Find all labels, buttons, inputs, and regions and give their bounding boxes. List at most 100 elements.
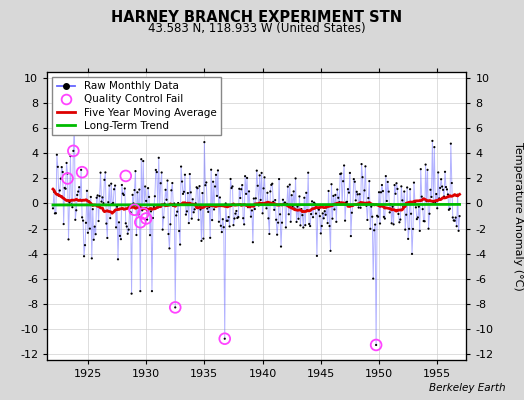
Point (221, 336, 229, 342)
Point (208, 217, 216, 223)
Point (412, 204, 420, 210)
Point (97, 198, 106, 205)
Point (175, 228, 183, 234)
Point (308, 198, 316, 204)
Point (367, 204, 376, 210)
Point (63, 170, 72, 177)
Point (238, 182, 246, 188)
Point (202, 179, 211, 186)
Text: 43.583 N, 118.933 W (United States): 43.583 N, 118.933 W (United States) (148, 22, 366, 35)
Point (248, 207, 256, 214)
Point (292, 219, 301, 225)
Point (163, 177, 172, 184)
Point (411, 199, 419, 205)
Point (134, 211, 143, 217)
Point (82, 220, 90, 226)
Point (326, 248, 335, 254)
Point (263, 190, 271, 196)
Point (371, 221, 379, 228)
Point (72, 207, 81, 214)
Point (174, 200, 182, 206)
Point (158, 169, 166, 176)
Point (226, 176, 235, 182)
Point (366, 226, 375, 232)
Point (261, 201, 270, 208)
Point (193, 185, 202, 191)
Point (258, 210, 267, 216)
Point (319, 210, 327, 216)
Point (384, 179, 392, 185)
Point (271, 197, 279, 203)
Point (442, 184, 450, 190)
Point (307, 211, 315, 217)
Point (197, 238, 205, 244)
Point (236, 195, 245, 201)
Point (201, 182, 210, 188)
Point (300, 194, 309, 201)
Point (162, 196, 171, 203)
Point (270, 207, 278, 213)
Point (362, 202, 370, 209)
Point (333, 186, 342, 193)
Point (243, 175, 251, 181)
Point (440, 193, 448, 200)
Point (334, 194, 343, 201)
Point (369, 276, 377, 282)
Point (210, 206, 219, 213)
Point (111, 182, 119, 189)
Point (452, 214, 460, 221)
Point (171, 304, 179, 311)
Point (143, 216, 151, 223)
Point (320, 215, 328, 222)
Point (129, 200, 138, 207)
Point (249, 195, 258, 202)
Point (209, 178, 217, 185)
Point (172, 212, 180, 219)
Point (408, 251, 416, 257)
Point (352, 197, 360, 204)
Point (128, 192, 137, 198)
Point (331, 192, 340, 198)
Point (73, 192, 81, 198)
Point (183, 208, 191, 214)
Point (344, 186, 352, 192)
Point (291, 175, 300, 182)
Point (233, 215, 242, 221)
Point (223, 218, 232, 224)
Point (92, 231, 100, 237)
Point (189, 196, 197, 202)
Point (89, 206, 97, 212)
Point (430, 144, 439, 150)
Point (203, 205, 212, 212)
Point (355, 191, 364, 197)
Point (227, 185, 236, 191)
Point (403, 184, 411, 191)
Point (116, 233, 124, 239)
Point (290, 205, 299, 212)
Point (305, 221, 313, 227)
Point (84, 230, 92, 236)
Point (100, 177, 108, 183)
Point (445, 207, 453, 213)
Point (211, 183, 219, 190)
Point (266, 188, 275, 195)
Point (170, 200, 179, 207)
Point (130, 206, 139, 213)
Point (298, 212, 307, 218)
Point (69, 148, 78, 154)
Point (81, 242, 89, 248)
Point (56, 187, 64, 194)
Point (396, 216, 405, 223)
Point (139, 158, 147, 164)
Point (255, 202, 263, 209)
Point (413, 216, 421, 222)
Point (444, 191, 452, 198)
Point (427, 194, 435, 200)
Point (398, 197, 407, 204)
Point (378, 182, 386, 188)
Point (263, 205, 271, 212)
Point (357, 161, 366, 167)
Point (417, 166, 425, 172)
Point (157, 180, 165, 186)
Point (350, 176, 358, 182)
